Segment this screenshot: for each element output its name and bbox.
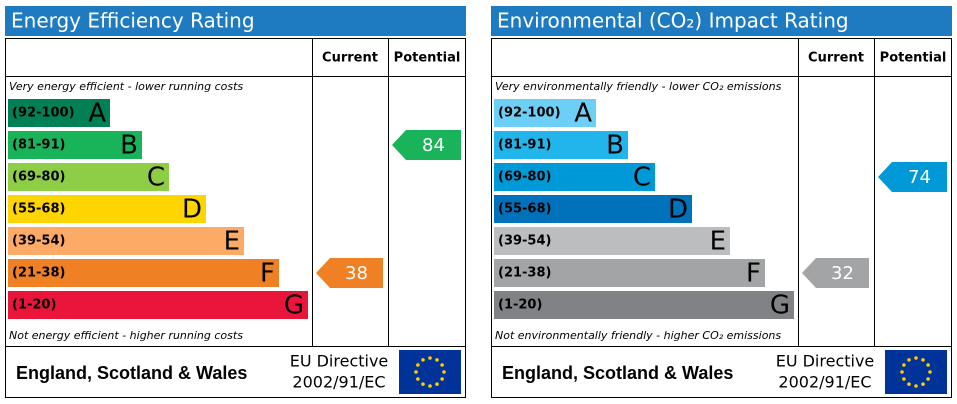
rating-band: [8, 99, 110, 127]
band-range: (21-38): [12, 266, 65, 281]
footer-directive: EU Directive: [776, 352, 875, 371]
rating-band: [494, 99, 596, 127]
eu-star: [928, 370, 932, 374]
band-letter: B: [606, 131, 624, 161]
rating-band: [8, 195, 206, 223]
band-letter: A: [88, 99, 106, 129]
rating-arrow: [392, 130, 461, 160]
band-range: (39-54): [12, 234, 65, 249]
band-range: (55-68): [498, 202, 551, 217]
eu-star: [440, 377, 444, 381]
eu-star: [907, 382, 911, 386]
rating-band: [8, 259, 279, 287]
rating-band: [494, 291, 794, 319]
band-letter: G: [284, 291, 304, 321]
panel-frame: [491, 38, 952, 398]
rating-band: [494, 259, 765, 287]
eu-star: [921, 358, 925, 362]
bottom-note: Not energy efficient - higher running co…: [9, 329, 243, 342]
band-letter: C: [633, 163, 651, 193]
column-header: Potential: [880, 51, 947, 66]
column-header: Current: [808, 51, 864, 66]
band-letter: E: [224, 227, 240, 257]
footer-directive: EU Directive: [290, 352, 389, 371]
eu-star: [907, 358, 911, 362]
epc-panel: Energy Efficiency Rating Current Potential…: [5, 6, 466, 398]
band-range: (92-100): [498, 106, 561, 121]
eu-star: [914, 356, 918, 360]
panel-title: Energy Efficiency Rating: [11, 9, 255, 33]
eu-star: [421, 358, 425, 362]
band-range: (21-38): [498, 266, 551, 281]
rating-band: [8, 131, 142, 159]
footer-region: England, Scotland & Wales: [502, 363, 733, 383]
eu-star: [902, 363, 906, 367]
rating-band: [8, 163, 169, 191]
rating-band: [494, 195, 692, 223]
band-range: (92-100): [12, 106, 75, 121]
title-bar: [491, 6, 952, 36]
panel-frame: [5, 38, 466, 398]
rating-arrow: [316, 258, 383, 288]
rating-value: 84: [422, 135, 445, 156]
band-range: (55-68): [12, 202, 65, 217]
eu-star: [416, 363, 420, 367]
top-note: Very energy efficient - lower running co…: [9, 80, 243, 93]
band-letter: F: [260, 259, 275, 289]
band-letter: E: [710, 227, 726, 257]
eu-star: [414, 370, 418, 374]
bottom-note: Not environmentally friendly - higher CO…: [495, 329, 781, 342]
top-note: Very environmentally friendly - lower CO…: [495, 80, 782, 93]
rating-arrow: [878, 162, 947, 192]
rating-band: [8, 291, 308, 319]
rating-band: [494, 163, 655, 191]
band-letter: F: [746, 259, 761, 289]
eu-star: [926, 363, 930, 367]
eu-star: [440, 363, 444, 367]
eu-star: [421, 382, 425, 386]
band-range: (81-91): [12, 138, 65, 153]
rating-value: 74: [908, 167, 931, 188]
band-range: (1-20): [498, 298, 542, 313]
epc-panel: Environmental (CO₂) Impact Rating Current…: [491, 6, 952, 398]
rating-band: [8, 227, 244, 255]
band-range: (1-20): [12, 298, 56, 313]
column-header: Current: [322, 51, 378, 66]
rating-band: [494, 131, 628, 159]
band-letter: B: [120, 131, 138, 161]
eu-star: [926, 377, 930, 381]
band-range: (39-54): [498, 234, 551, 249]
band-letter: A: [574, 99, 592, 129]
band-range: (81-91): [498, 138, 551, 153]
eu-star: [416, 377, 420, 381]
band-letter: C: [147, 163, 165, 193]
eu-star: [428, 384, 432, 388]
eu-star: [442, 370, 446, 374]
eu-star: [900, 370, 904, 374]
footer-code: 2002/91/EC: [292, 373, 385, 392]
title-bar: [5, 6, 466, 36]
rating-arrow: [802, 258, 869, 288]
rating-band: [494, 227, 730, 255]
eu-star: [428, 356, 432, 360]
eu-star: [435, 382, 439, 386]
band-letter: D: [668, 195, 688, 225]
panel-title: Environmental (CO₂) Impact Rating: [497, 9, 849, 33]
rating-value: 38: [345, 263, 368, 284]
column-header: Potential: [394, 51, 461, 66]
band-letter: G: [770, 291, 790, 321]
band-range: (69-80): [12, 170, 65, 185]
eu-star: [902, 377, 906, 381]
band-range: (69-80): [498, 170, 551, 185]
eu-star: [921, 382, 925, 386]
footer-region: England, Scotland & Wales: [16, 363, 247, 383]
eu-star: [914, 384, 918, 388]
band-letter: D: [182, 195, 202, 225]
rating-value: 32: [831, 263, 854, 284]
footer-code: 2002/91/EC: [778, 373, 871, 392]
eu-star: [435, 358, 439, 362]
